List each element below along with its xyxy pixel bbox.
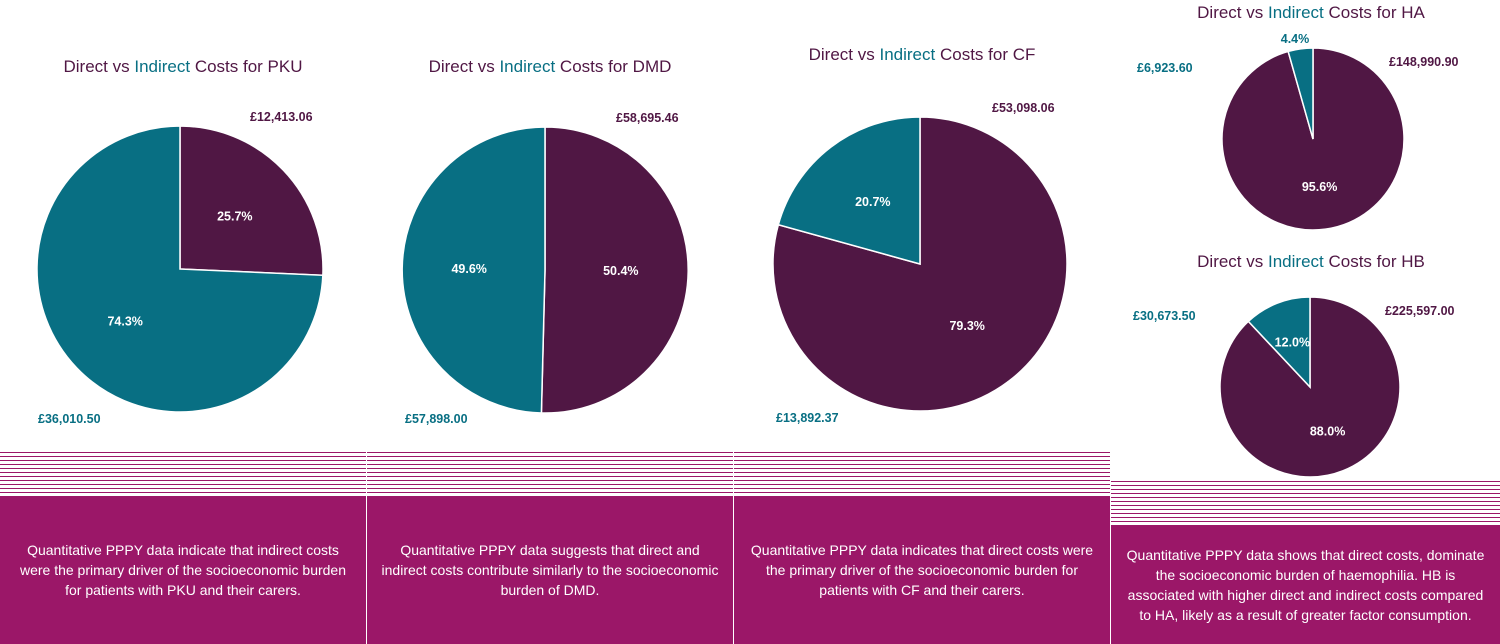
cf-indirect-slice — [777, 116, 921, 265]
cf-stripe-band — [734, 452, 1110, 496]
dmd-direct-percent-label: 50.4% — [603, 264, 638, 278]
ha-chart-title: Direct vs Indirect Costs for HA — [1197, 3, 1425, 22]
haemophilia-stripe-band — [1111, 481, 1500, 525]
dmd-indirect-percent-label: 49.6% — [451, 262, 486, 276]
pku-indirect-slice — [36, 125, 324, 413]
dmd-pie-chart: Direct vs Indirect Costs for DMD 50.4% 4… — [401, 57, 689, 426]
dmd-caption-box: Quantitative PPPY data suggests that dir… — [367, 496, 733, 644]
ha-indirect-percent-label: 4.4% — [1281, 32, 1310, 46]
pku-direct-amount-label: £12,413.06 — [250, 110, 313, 124]
pku-chart-title: Direct vs Indirect Costs for PKU — [63, 57, 302, 76]
haemophilia-panel: Direct vs Indirect Costs for HA 95.6% 4.… — [1111, 0, 1500, 644]
dmd-chart-title: Direct vs Indirect Costs for DMD — [429, 57, 672, 76]
dmd-indirect-amount-label: £57,898.00 — [405, 412, 468, 426]
haemophilia-caption-box: Quantitative PPPY data shows that direct… — [1111, 525, 1500, 644]
dmd-indirect-slice — [401, 126, 546, 414]
pku-panel: Direct vs Indirect Costs for PKU 25.7% 7… — [0, 0, 366, 644]
cf-chart-title: Direct vs Indirect Costs for CF — [809, 45, 1036, 64]
haemophilia-caption-text: Quantitative PPPY data shows that direct… — [1126, 546, 1485, 623]
cf-caption-text: Quantitative PPPY data indicates that di… — [750, 542, 1094, 598]
cf-indirect-percent-label: 20.7% — [855, 195, 890, 209]
dmd-direct-slice — [540, 126, 689, 414]
ha-direct-amount-label: £148,990.90 — [1389, 55, 1459, 69]
ha-indirect-amount-label: £6,923.60 — [1137, 61, 1193, 75]
cf-indirect-amount-label: £13,892.37 — [776, 411, 839, 425]
cf-direct-amount-label: £53,098.06 — [992, 101, 1055, 115]
ha-direct-percent-label: 95.6% — [1302, 180, 1337, 194]
hb-indirect-slice — [1247, 296, 1311, 389]
pku-direct-percent-label: 25.7% — [217, 210, 252, 224]
hb-indirect-percent-label: 12.0% — [1275, 336, 1310, 350]
dmd-stripe-band — [367, 452, 733, 496]
hb-direct-percent-label: 88.0% — [1310, 424, 1345, 438]
haemophilia-pie-charts: Direct vs Indirect Costs for HA 95.6% 4.… — [1133, 3, 1459, 478]
cf-panel: Direct vs Indirect Costs for CF 79.3% 20… — [734, 0, 1110, 644]
pku-indirect-percent-label: 74.3% — [107, 314, 142, 328]
pku-indirect-amount-label: £36,010.50 — [38, 412, 101, 426]
hb-chart-title: Direct vs Indirect Costs for HB — [1197, 252, 1425, 271]
pku-caption-text: Quantitative PPPY data indicate that ind… — [19, 542, 347, 598]
dmd-direct-amount-label: £58,695.46 — [616, 111, 679, 125]
cf-direct-percent-label: 79.3% — [949, 319, 984, 333]
dmd-caption-text: Quantitative PPPY data suggests that dir… — [381, 542, 719, 598]
pku-pie-chart: Direct vs Indirect Costs for PKU 25.7% 7… — [36, 57, 324, 426]
pku-stripe-band — [0, 452, 366, 496]
pku-direct-slice — [179, 125, 324, 277]
cf-pie-chart: Direct vs Indirect Costs for CF 79.3% 20… — [772, 45, 1068, 425]
hb-direct-amount-label: £225,597.00 — [1385, 304, 1455, 318]
hb-indirect-amount-label: £30,673.50 — [1133, 309, 1196, 323]
dmd-panel: Direct vs Indirect Costs for DMD 50.4% 4… — [367, 0, 733, 644]
cf-caption-box: Quantitative PPPY data indicates that di… — [734, 496, 1110, 644]
ha-indirect-slice — [1287, 47, 1314, 140]
pku-caption-box: Quantitative PPPY data indicate that ind… — [0, 496, 366, 644]
